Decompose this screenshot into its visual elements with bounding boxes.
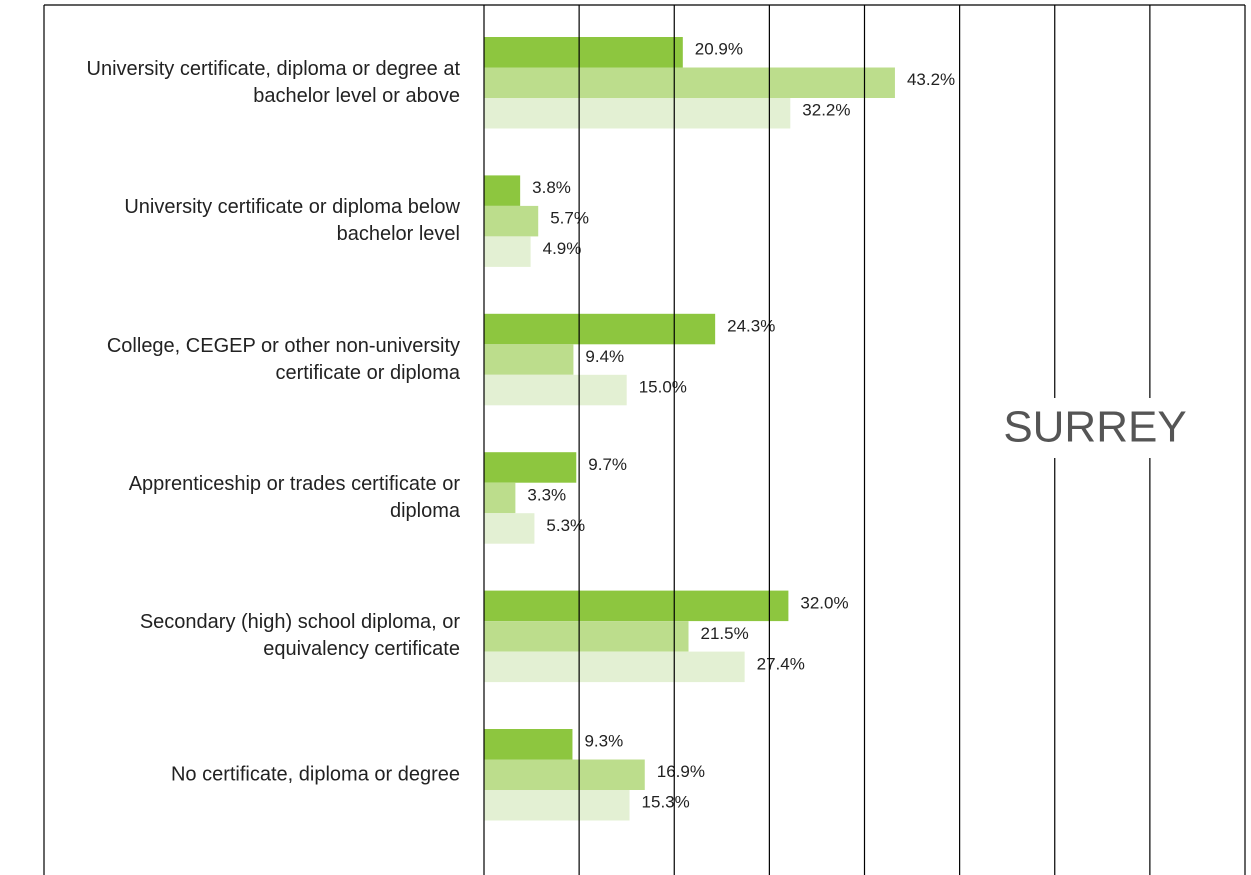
bar [484,482,516,514]
value-label: 15.3% [642,793,690,812]
bar [484,513,535,544]
value-label: 16.9% [657,762,705,781]
bar [484,374,627,406]
category-label: Secondary (high) school diploma, or equi… [139,611,460,661]
bar [484,759,645,790]
bar [484,37,683,68]
value-label: 15.0% [639,378,687,397]
value-label: 9.7% [588,455,627,474]
bar [484,236,531,267]
category-label: College, CEGEP or other non-university c… [106,334,460,384]
value-label: 20.9% [695,40,743,59]
value-label: 9.3% [584,732,623,751]
value-label: 3.8% [532,178,571,197]
bar [484,98,791,129]
annotation-bg [995,398,1195,458]
bar [484,67,895,98]
bar [484,729,573,760]
bar [484,590,789,622]
category-label: University certificate, diploma or degre… [86,57,461,107]
value-label: 5.7% [550,209,589,228]
value-label: 5.3% [546,516,585,535]
bar [484,175,521,206]
value-label: 24.3% [727,317,775,336]
value-label: 32.2% [802,101,850,120]
value-label: 27.4% [757,654,805,673]
bar [484,344,574,375]
category-label: University certificate or diploma below … [124,196,460,246]
value-label: 3.3% [527,485,566,504]
bar [484,790,630,821]
value-label: 21.5% [701,624,749,643]
category-label: Apprenticeship or trades certificate or … [128,472,460,522]
category-label: No certificate, diploma or degree [170,763,460,786]
bar [484,205,539,237]
value-label: 43.2% [907,70,955,89]
bar [484,651,745,683]
bar [484,313,716,345]
bar [484,452,577,483]
annotation: SURREY [1003,403,1186,452]
bar [484,621,689,652]
value-label: 32.0% [800,593,848,612]
value-label: 9.4% [585,347,624,366]
value-label: 4.9% [543,239,582,258]
